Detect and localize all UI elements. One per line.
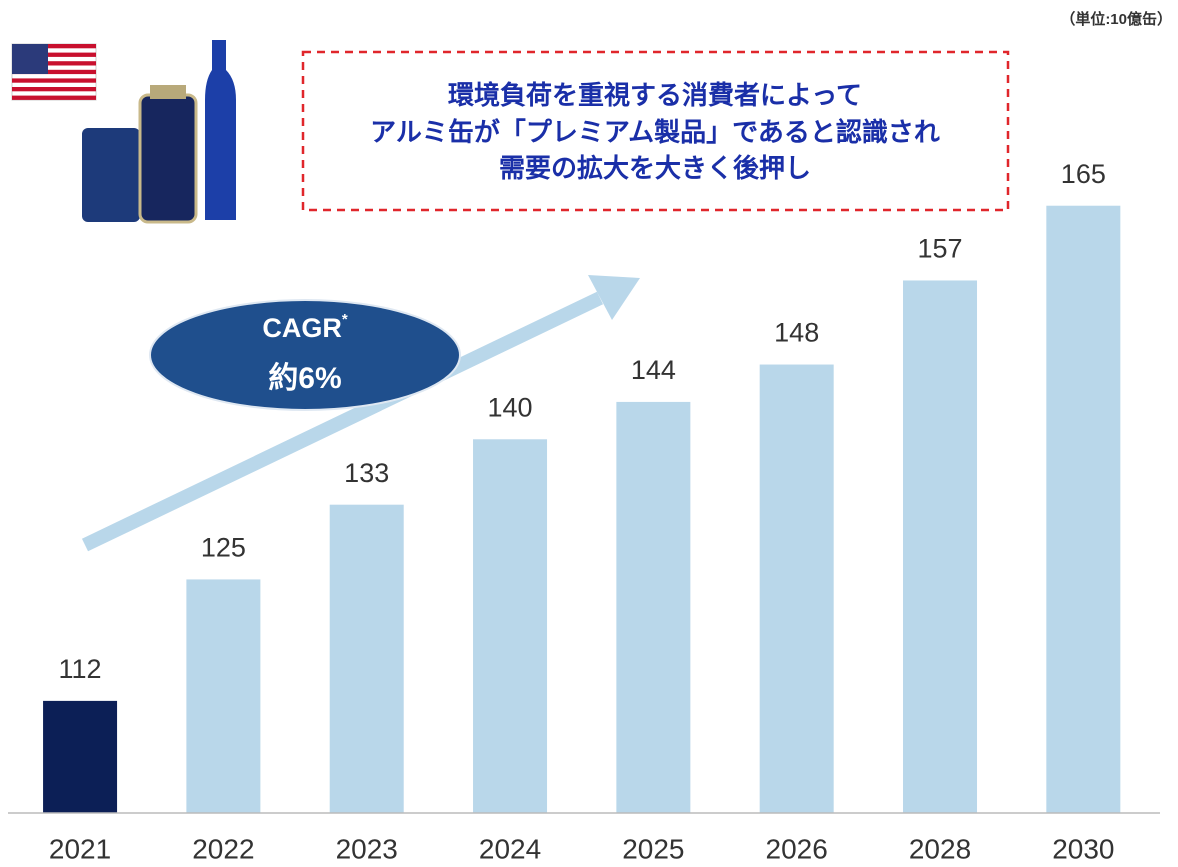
- value-label: 157: [917, 234, 962, 264]
- annotation-line: 需要の拡大を大きく後押し: [499, 153, 811, 183]
- bar: [616, 401, 691, 813]
- bar: [329, 504, 404, 813]
- bars: 2021 112 2022 125 2023 133 2024 140 2025 144 2026 1…: [43, 159, 1121, 864]
- x-tick-label: 2024: [479, 833, 541, 864]
- value-label: 165: [1061, 159, 1106, 189]
- bar: [903, 280, 978, 813]
- us-flag: [11, 43, 97, 101]
- x-tick-label: 2021: [49, 833, 111, 864]
- cagr-value: 約6%: [268, 362, 341, 395]
- value-label: 133: [344, 458, 389, 488]
- value-label: 125: [201, 533, 246, 563]
- bar: [186, 579, 261, 813]
- cagr-label: CAGR*: [262, 311, 348, 343]
- x-tick-label: 2023: [336, 833, 398, 864]
- annotation-box: [301, 50, 1010, 212]
- x-tick-label: 2025: [622, 833, 684, 864]
- value-label: 144: [631, 355, 676, 385]
- cagr-mark: *: [342, 311, 348, 328]
- value-label: 112: [59, 654, 102, 684]
- annotation-line: 環境負荷を重視する消費者によって: [448, 80, 862, 110]
- bar: [759, 364, 834, 813]
- unit-label: （単位:10億缶）: [1060, 10, 1172, 28]
- bar: [473, 439, 548, 813]
- x-tick-label: 2030: [1052, 833, 1114, 864]
- value-label: 148: [774, 318, 819, 348]
- bar: [1046, 205, 1121, 813]
- trend-arrow: [81, 275, 640, 552]
- value-label: 140: [488, 392, 533, 422]
- x-tick-label: 2028: [909, 833, 971, 864]
- cagr-bubble: [149, 299, 461, 411]
- x-tick-label: 2026: [766, 833, 828, 864]
- bar: [43, 700, 118, 813]
- x-tick-label: 2022: [192, 833, 254, 864]
- can-images: [82, 40, 236, 224]
- annotation-line: アルミ缶が「プレミアム製品」であると認識され: [370, 117, 940, 147]
- cagr-label-text: CAGR: [262, 313, 342, 343]
